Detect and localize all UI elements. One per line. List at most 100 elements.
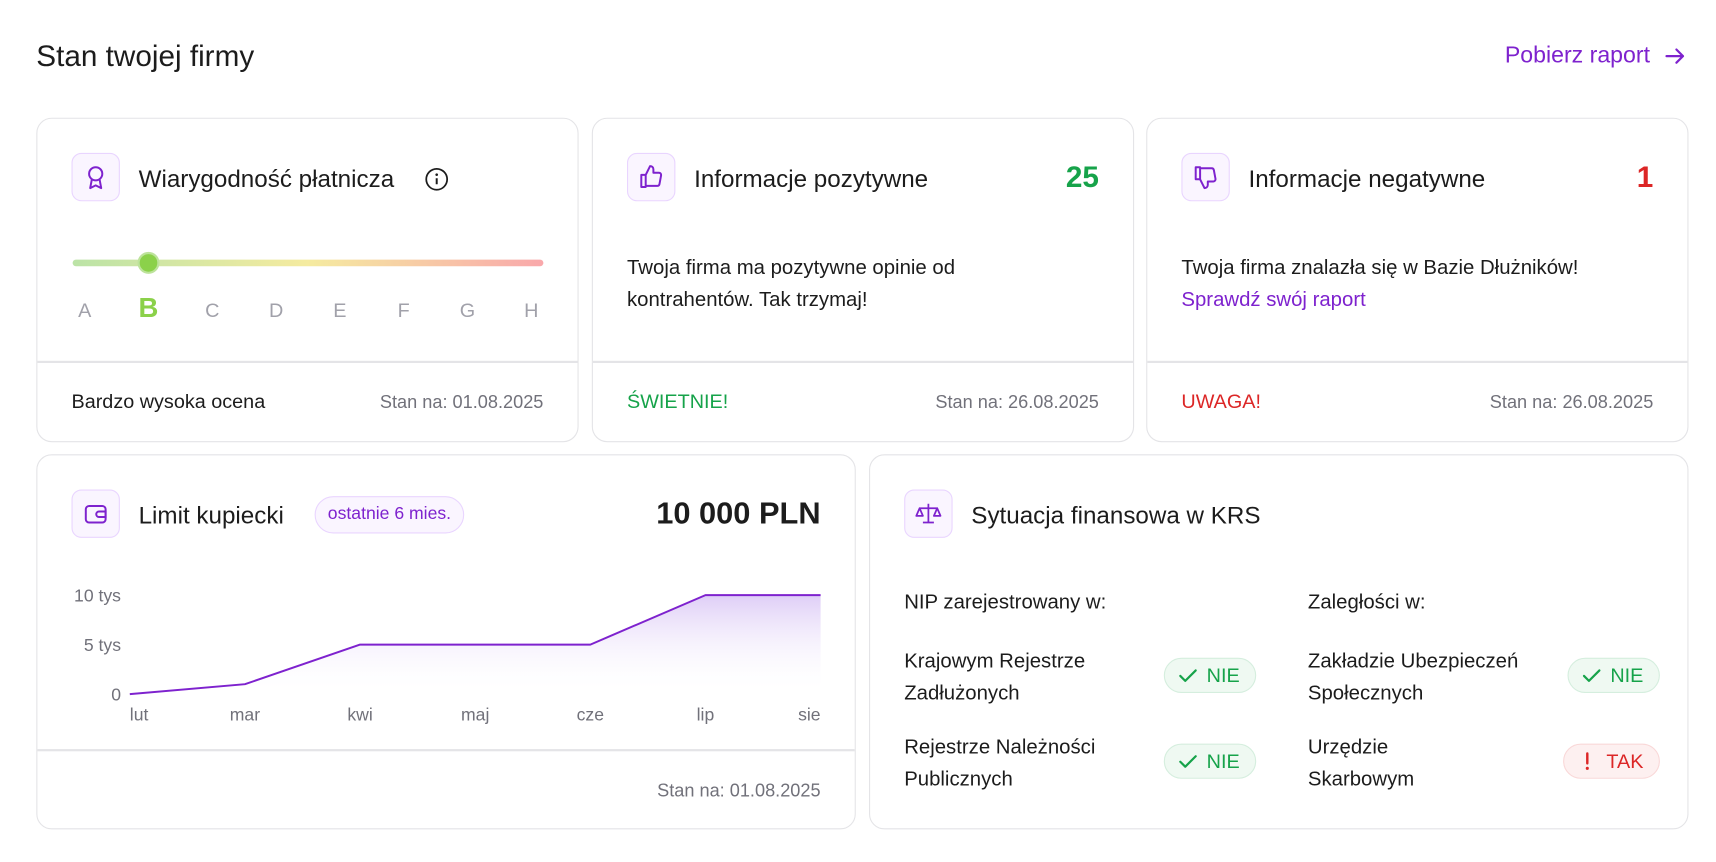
check [1179,669,1197,683]
y-tick-label: 0 [111,685,121,705]
grade-label: A [78,300,92,322]
line [129,594,821,696]
page-title: Stan twojej firmy [36,39,255,73]
status-badge: NIE [1567,657,1660,693]
register-label: Rejestrze Należności Publicznych [904,730,1095,794]
icon-box [904,489,953,538]
status-text: NIE [1206,749,1240,772]
count: 1 [1636,160,1654,194]
limit-card: Limit kupiecki ostatnie 6 mies. 10 000 P… [36,454,856,830]
card-title: Informacje pozytywne [694,165,929,193]
status-icon [1179,669,1197,683]
card-text: Twoja firma znalazła się w Bazie Dłużnik… [1181,251,1632,315]
period-badge: ostatnie 6 mies. [314,496,465,534]
status: ŚWIETNIE! [627,390,729,413]
divider [592,360,1133,363]
check [1179,755,1197,768]
date: Stan na: 26.08.2025 [1489,392,1654,413]
status: UWAGA! [1181,390,1261,413]
text: Twoja firma znalazła się w Bazie Dłużnik… [1181,255,1579,279]
grade-label: G [460,300,475,322]
x-tick-label: cze [577,705,604,725]
divider [37,360,578,363]
register-label: Zakładzie Ubezpieczeń Społecznych [1308,645,1518,709]
grade-label: B [139,292,159,323]
icon-box [1181,152,1230,202]
alert-dot [1586,766,1590,770]
x-tick-label: mar [230,705,260,725]
rating-card: Wiarygodność płatnicza A B C D E F G H Bardzo w… [36,117,579,443]
thumb-up-icon [640,165,663,188]
grade-label: E [333,300,346,322]
register-label: Krajowym Rejestrze Zadłużonych [904,645,1085,709]
icon-box [627,152,676,202]
divider [37,749,855,751]
date: Stan na: 26.08.2025 [935,392,1099,413]
count: 25 [1065,160,1099,194]
register-label: Urzędzie Skarbowym [1308,730,1414,794]
grade-label: C [205,300,219,322]
rating-summary: Bardzo wysoka ocena [71,390,266,413]
limit-chart: 0 5 tys 10 tys lut mar kwi maj cze lip sie [74,586,821,725]
label-line: Rejestrze Należności [904,734,1096,758]
grade-label: H [524,300,538,322]
status-icon [1586,752,1590,770]
label-line: Skarbowym [1307,766,1415,790]
register-row: Urzędzie Skarbowym TAK [1308,726,1660,796]
card-title: Sytuacja finansowa w KRS [971,501,1261,530]
divider [1147,360,1688,363]
date: Stan na: 01.08.2025 [379,392,544,413]
award-icon [88,166,104,190]
register-row: Zakładzie Ubezpieczeń Społecznych NIE [1308,640,1660,710]
date: Stan na: 01.08.2025 [657,781,821,801]
x-tick-label: lut [130,705,149,725]
status-text: NIE [1206,663,1240,686]
column-heading: NIP zarejestrowany w: [904,589,1107,613]
card-title: Informacje negatywne [1248,165,1486,193]
card-text: Twoja firma ma pozytywne opinie od kontr… [627,255,956,311]
arrow-icon [1665,48,1685,64]
y-tick-label: 5 tys [84,635,121,655]
limit-amount: 10 000 PLN [656,496,821,531]
status-badge: NIE [1163,657,1257,693]
y-tick-label: 10 tys [74,586,121,606]
negative-card: Informacje negatywne 1 Twoja firma znala… [1146,117,1689,443]
scales-icon [915,503,942,524]
label-line: Społecznych [1307,680,1424,704]
register-row: Krajowym Rejestrze Zadłużonych NIE [904,640,1257,710]
status-text: NIE [1610,663,1644,686]
report-link[interactable]: Sprawdź swój raport [1181,287,1366,311]
krs-card: Sytuacja finansowa w KRS NIP zarejestrow… [869,454,1689,830]
grade-label: D [269,300,283,322]
column-heading: Zaległości w: [1307,589,1426,613]
label-line: Zadłużonych [904,680,1020,704]
status-badge: NIE [1163,743,1257,779]
info-icon[interactable] [425,167,449,191]
card-title: Limit kupiecki [138,501,284,530]
x-tick-label: lip [697,705,715,725]
status-text: TAK [1606,749,1644,772]
x-tick-label: sie [798,705,821,725]
grade-marker [137,251,160,274]
card-title: Wiarygodność płatnicza [138,165,395,193]
x-tick-label: maj [461,705,489,725]
grade-label: F [398,300,410,322]
register-row: Rejestrze Należności Publicznych NIE [904,726,1257,796]
positive-card: Informacje pozytywne 25 Twoja firma ma p… [591,117,1135,443]
check [1582,669,1601,683]
status-icon [1179,755,1197,768]
status-icon [1582,669,1601,683]
rating-scale: A B C D E F G H [72,251,544,323]
label-line: Zakładzie Ubezpieczeń [1307,649,1519,673]
label-line: Urzędzie [1307,734,1389,758]
link-text[interactable]: Pobierz raport [1504,42,1650,69]
download-report-link[interactable]: Pobierz raport [1505,43,1687,69]
icon-box [71,489,120,538]
icon-box [71,152,120,202]
label-line: Krajowym Rejestrze [904,649,1086,673]
scale-track [72,259,544,267]
thumb-down-icon [1194,166,1217,190]
label-line: Publicznych [904,766,1013,790]
